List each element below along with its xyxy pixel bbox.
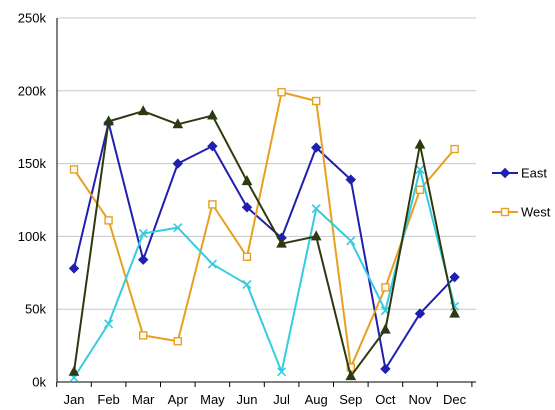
legend-item-east: East <box>492 166 547 181</box>
data-point <box>138 228 148 239</box>
data-point <box>104 319 114 329</box>
data-point <box>345 370 357 381</box>
x-tick-label: Nov <box>408 392 432 407</box>
data-point <box>138 331 148 340</box>
data-point <box>104 216 113 225</box>
x-tick-label: May <box>200 392 225 407</box>
data-point <box>380 363 391 375</box>
data-point <box>207 109 218 120</box>
axes: 0k 50k 100k 150k 200k 250k Jan Feb Mar Apr May Jun J… <box>18 11 476 407</box>
x-tick-label: Apr <box>168 392 189 407</box>
series-line <box>73 168 456 379</box>
data-point <box>499 167 511 179</box>
legend-item-west: West <box>492 205 551 220</box>
data-point <box>172 118 184 129</box>
y-tick-label: 150k <box>18 156 47 171</box>
data-point <box>241 202 253 213</box>
data-point <box>500 207 510 217</box>
data-point <box>310 230 322 241</box>
data-point <box>242 279 252 290</box>
data-point <box>312 96 321 106</box>
data-point <box>450 144 459 154</box>
data-point <box>277 88 286 97</box>
data-point <box>276 237 287 248</box>
legend-label: East <box>521 166 547 181</box>
x-tick-label: Feb <box>97 392 119 407</box>
data-point <box>68 365 80 376</box>
data-point <box>414 138 426 149</box>
data-point <box>380 323 391 334</box>
y-tick-label: 0k <box>32 375 46 390</box>
data-point <box>137 105 149 116</box>
x-tick-label: Mar <box>132 392 155 407</box>
data-point <box>103 115 114 126</box>
x-tick-label: Jun <box>237 392 258 407</box>
data-point <box>242 252 252 261</box>
x-tick-label: Jan <box>64 392 85 407</box>
data-point <box>449 307 460 318</box>
data-point <box>173 223 183 233</box>
data-point <box>381 283 390 292</box>
data-point <box>311 204 321 214</box>
data-point <box>310 142 322 153</box>
data-point <box>68 263 80 274</box>
data-point <box>415 185 425 195</box>
y-tick-label: 200k <box>18 83 47 98</box>
series-line <box>73 110 456 378</box>
x-tick-label: Sep <box>339 392 362 407</box>
data-point <box>241 175 253 186</box>
series-unlabeled-2 <box>69 164 460 383</box>
data-point <box>172 158 184 169</box>
series-west <box>69 88 459 372</box>
data-point <box>208 200 217 209</box>
series-line <box>73 121 456 370</box>
data-point <box>69 165 79 174</box>
data-point <box>277 367 287 377</box>
data-point <box>345 174 357 185</box>
x-tick-label: Dec <box>443 392 467 407</box>
series-line <box>73 91 456 369</box>
legend: East West <box>492 166 551 220</box>
y-tick-label: 250k <box>18 11 47 26</box>
data-point <box>207 259 217 269</box>
y-tick-label: 50k <box>25 302 46 317</box>
y-tick-label: 100k <box>18 229 47 244</box>
data-point <box>207 140 218 152</box>
data-point <box>449 271 460 283</box>
data-point <box>415 164 425 174</box>
legend-label: West <box>521 205 551 220</box>
series-lines <box>68 88 460 383</box>
data-point <box>137 254 149 265</box>
series-unlabeled-3 <box>68 105 460 381</box>
x-tick-label: Oct <box>375 392 396 407</box>
data-point <box>346 236 356 246</box>
data-point <box>173 337 183 346</box>
x-tick-label: Aug <box>305 392 328 407</box>
data-point <box>414 308 426 319</box>
x-tick-label: Jul <box>273 392 290 407</box>
